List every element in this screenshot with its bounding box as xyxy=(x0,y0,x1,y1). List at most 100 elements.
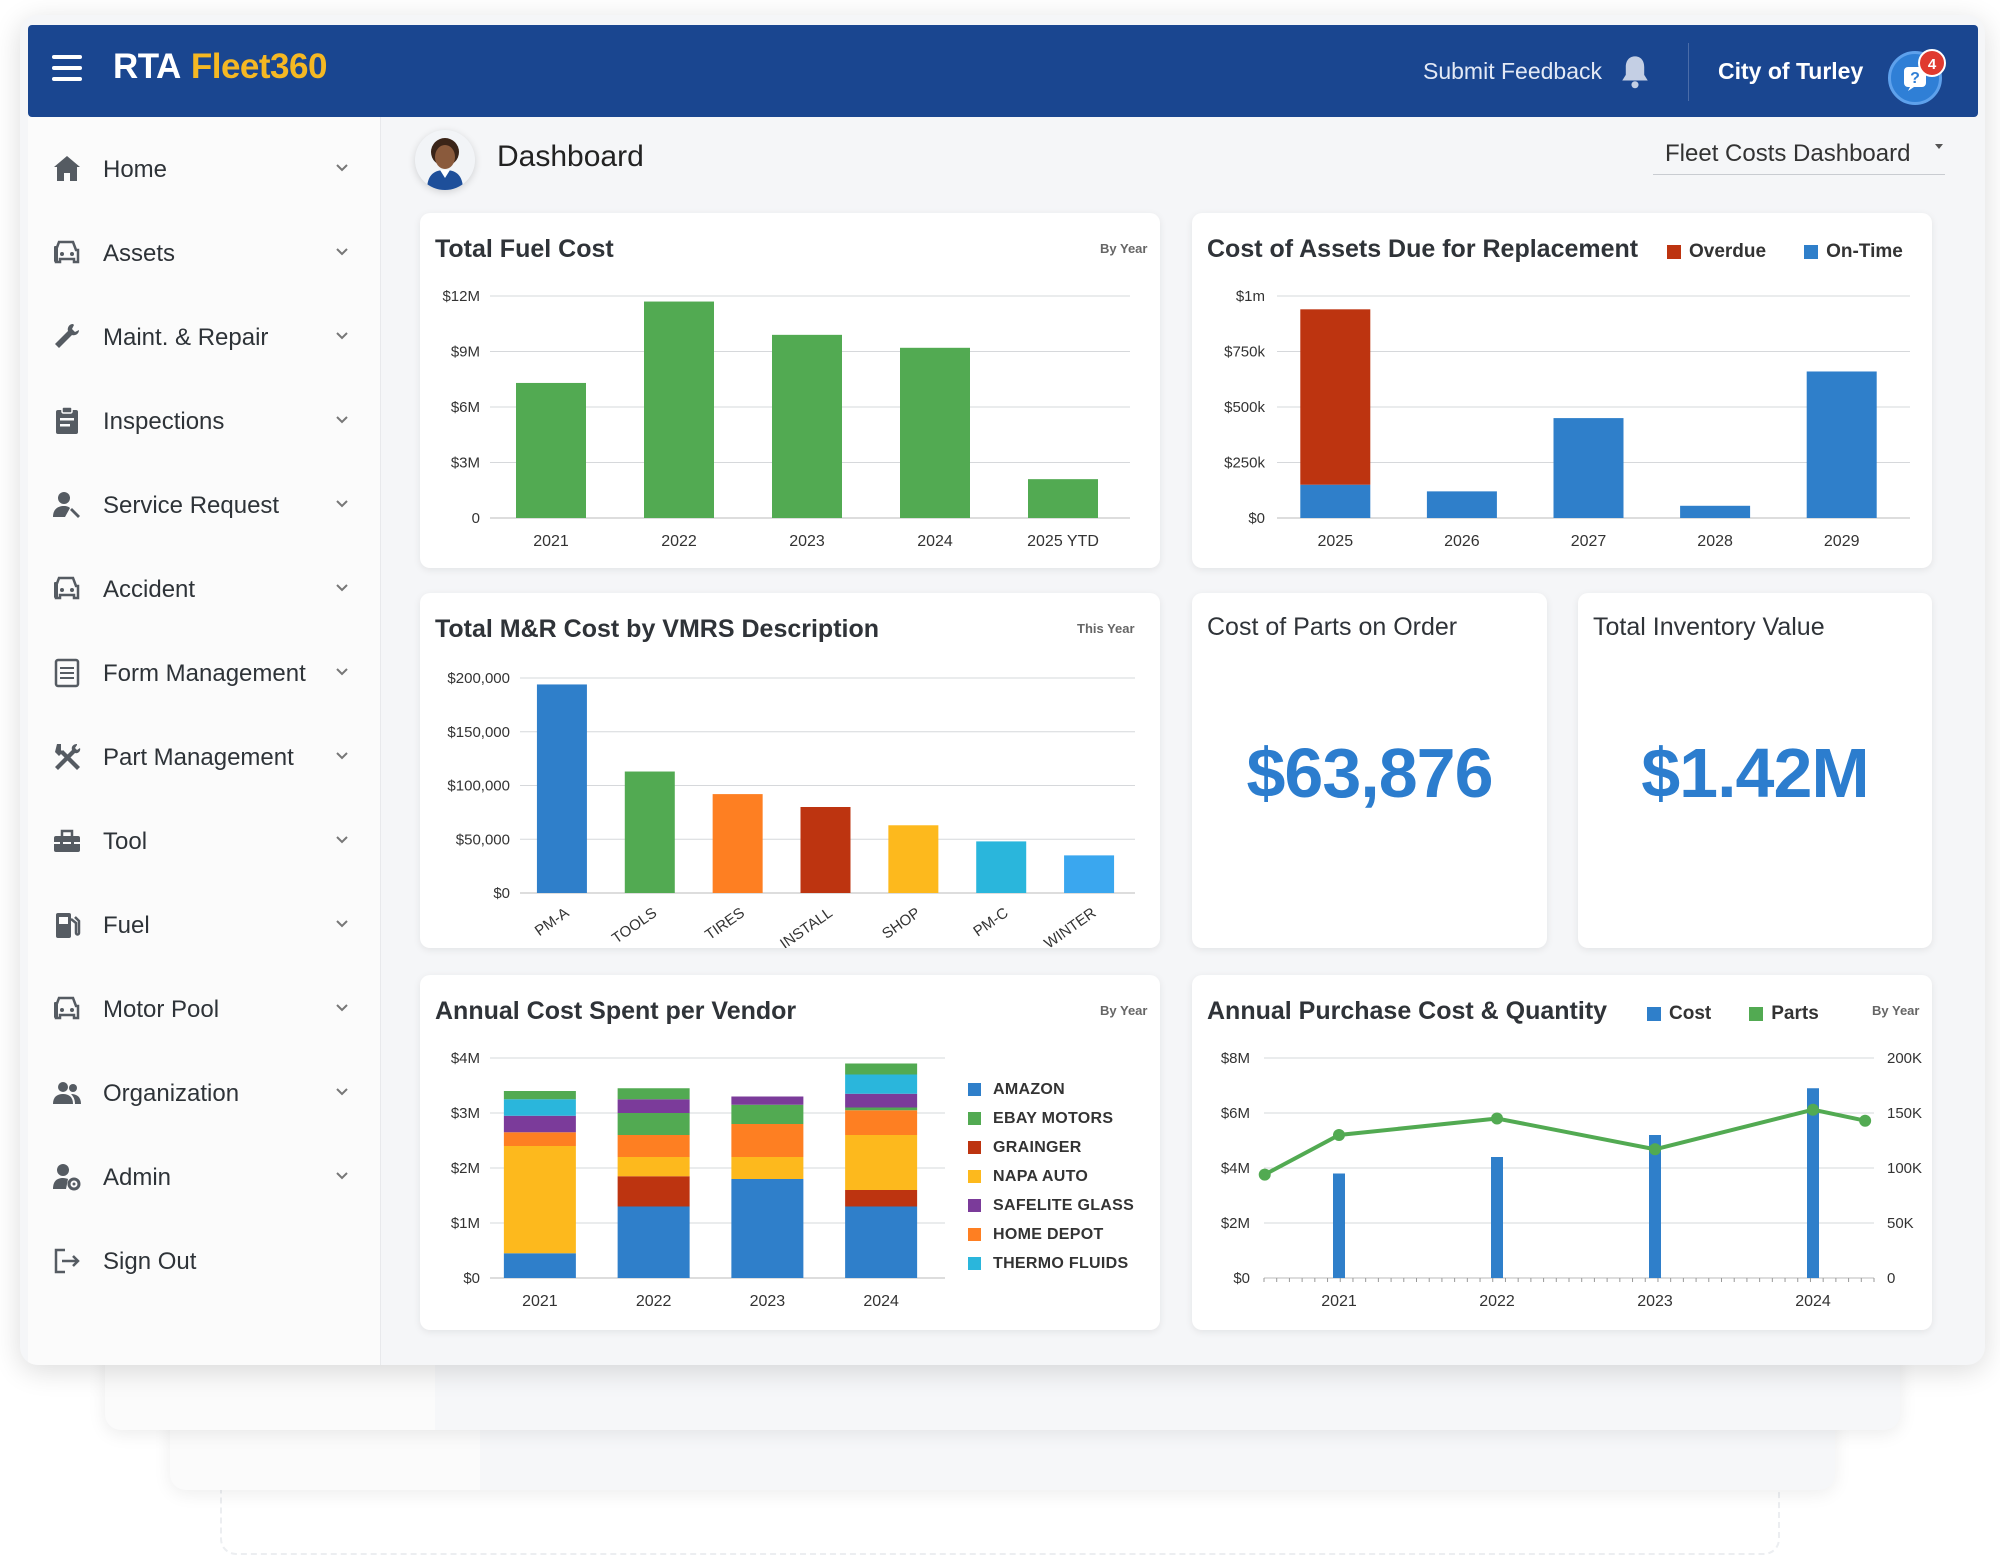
y-tick-label: $2M xyxy=(451,1160,480,1177)
bar-shop xyxy=(888,825,939,893)
card-title: Cost of Assets Due for Replacement xyxy=(1207,235,1639,263)
chevron-down-icon[interactable] xyxy=(333,747,351,765)
sidebar-item-label: Tool xyxy=(103,828,148,855)
menu-icon[interactable] xyxy=(52,55,82,81)
legend-label: EBAY MOTORS xyxy=(993,1109,1114,1127)
bar-segment-amazon-2023 xyxy=(731,1179,804,1278)
sidebar-item-form-management[interactable]: Form Management xyxy=(28,641,381,705)
bar-cost-2024 xyxy=(1807,1088,1819,1278)
y-tick-label: $1m xyxy=(1236,288,1265,305)
chevron-down-icon[interactable] xyxy=(333,663,351,681)
sidebar-item-label: Admin xyxy=(103,1164,172,1191)
dashboard-select-value: Fleet Costs Dashboard xyxy=(1665,140,1911,167)
sidebar-item-fuel[interactable]: Fuel xyxy=(28,893,381,957)
x-tick-label: 2022 xyxy=(661,533,697,550)
bar-on-time-2026 xyxy=(1426,491,1497,518)
kpi-value: $63,876 xyxy=(1246,734,1493,812)
fuel-cost-chart: 0 $3M $6M $9M $12M 2021 2022 2023 2024 2025 YTD xyxy=(442,288,1130,550)
vendor-cost-chart: $0 $1M $2M $3M $4M 2021 2022 2023 2024 xyxy=(451,1050,945,1310)
bar-segment-home-depot-2021 xyxy=(503,1132,576,1146)
sidebar-item-service-request[interactable]: Service Request xyxy=(28,473,381,537)
x-tick-label: 2023 xyxy=(1637,1293,1673,1310)
sidebar-item-inspections[interactable]: Inspections xyxy=(28,389,381,453)
bar-winter xyxy=(1064,855,1115,893)
sidebar-item-label: Accident xyxy=(103,576,196,603)
y-tick-label: $3M xyxy=(451,1105,480,1122)
sidebar-item-tool[interactable]: Tool xyxy=(28,809,381,873)
chevron-down-icon[interactable] xyxy=(333,915,351,933)
legend-swatch-overdue xyxy=(1667,245,1681,259)
sidebar-item-admin[interactable]: Admin xyxy=(28,1145,381,1209)
chevron-down-icon[interactable] xyxy=(333,999,351,1017)
wrench-icon xyxy=(55,324,79,348)
sidebar-item-sign-out[interactable]: Sign Out xyxy=(28,1229,381,1293)
card-inventory-value[interactable]: Total Inventory Value $1.42M xyxy=(1578,593,1932,948)
group-icon xyxy=(53,1082,81,1104)
x-tick-label: 2025 YTD xyxy=(1027,533,1099,550)
bar-pm-c xyxy=(976,841,1027,893)
chevron-down-icon[interactable] xyxy=(333,1083,351,1101)
sidebar-item-label: Service Request xyxy=(103,492,280,519)
x-tick-label: INSTALL xyxy=(777,904,836,948)
card-vendor-cost: Annual Cost Spent per Vendor By Year $0 $… xyxy=(420,975,1160,1330)
bar-segment-home-depot-2023 xyxy=(731,1124,804,1157)
y-tick-label: $2M xyxy=(1221,1215,1250,1232)
bar-pm-a xyxy=(536,684,587,893)
x-tick-label: 2024 xyxy=(917,533,953,550)
card-parts-on-order[interactable]: Cost of Parts on Order $63,876 xyxy=(1192,593,1547,948)
sidebar-item-home[interactable]: Home xyxy=(28,137,381,201)
y-tick-label: $500k xyxy=(1224,399,1265,416)
sidebar-item-label: Form Management xyxy=(103,660,306,687)
y2-tick-label: 200K xyxy=(1887,1050,1922,1067)
chevron-down-icon[interactable] xyxy=(333,243,351,261)
chevron-down-icon[interactable] xyxy=(333,1167,351,1185)
legend-label-on-time: On-Time xyxy=(1826,241,1903,262)
y-tick-label: $6M xyxy=(1221,1105,1250,1122)
sign-out-icon xyxy=(54,1248,80,1274)
sidebar-item-label: Assets xyxy=(103,240,176,267)
sidebar: Home Assets Maint. & Repair Inspections Serv… xyxy=(28,117,381,1365)
sidebar-item-accident[interactable]: Accident xyxy=(28,557,381,621)
organization-name[interactable]: City of Turley xyxy=(1718,58,1864,84)
bar-on-time-2025 xyxy=(1300,484,1371,518)
chevron-down-icon[interactable] xyxy=(333,159,351,177)
toolbox-icon xyxy=(54,829,80,852)
x-tick-label: WINTER xyxy=(1041,904,1099,948)
divider xyxy=(1688,43,1689,101)
bar-2024 xyxy=(900,347,970,518)
sidebar-item-maint-repair[interactable]: Maint. & Repair xyxy=(28,305,381,369)
bar-segment-ebay-motors-2024 xyxy=(845,1107,918,1111)
sidebar-item-motor-pool[interactable]: Motor Pool xyxy=(28,977,381,1041)
bell-icon[interactable] xyxy=(1618,53,1652,91)
x-tick-label: TOOLS xyxy=(609,904,660,947)
sidebar-item-part-management[interactable]: Part Management xyxy=(28,725,381,789)
card-title: Total M&R Cost by VMRS Description xyxy=(435,615,880,643)
legend-swatch xyxy=(968,1257,981,1270)
legend-label: GRAINGER xyxy=(993,1138,1082,1156)
sidebar-item-assets[interactable]: Assets xyxy=(28,221,381,285)
x-tick-label: PM-A xyxy=(532,904,572,939)
y-tick-label: $0 xyxy=(463,1270,480,1287)
legend-label: THERMO FLUIDS xyxy=(993,1254,1129,1272)
chevron-down-icon[interactable] xyxy=(333,327,351,345)
brand-logo[interactable]: RTA Fleet360 xyxy=(113,47,327,87)
submit-feedback-link[interactable]: Submit Feedback xyxy=(1423,58,1602,84)
bar-segment-amazon-2022 xyxy=(617,1206,690,1278)
x-tick-label: 2024 xyxy=(1795,1293,1831,1310)
card-title: Total Fuel Cost xyxy=(435,235,614,263)
chevron-down-icon[interactable] xyxy=(333,831,351,849)
card-period: By Year xyxy=(1100,241,1148,256)
chevron-down-icon[interactable] xyxy=(333,495,351,513)
y-tick-label: $750k xyxy=(1224,344,1265,361)
sidebar-item-organization[interactable]: Organization xyxy=(28,1061,381,1125)
chevron-down-icon[interactable] xyxy=(333,411,351,429)
y2-tick-label: 50K xyxy=(1887,1215,1914,1232)
chevron-down-icon[interactable] xyxy=(333,579,351,597)
avatar[interactable] xyxy=(415,130,475,190)
bar-segment-home-depot-2022 xyxy=(617,1135,690,1157)
mr-cost-chart: $0 $50,000 $100,000 $150,000 $200,000 PM-A TOO… xyxy=(447,670,1135,948)
y-tick-label: $4M xyxy=(451,1050,480,1067)
fuel-icon xyxy=(56,913,81,938)
x-tick-label: PM-C xyxy=(970,904,1011,940)
dashboard-select[interactable]: Fleet Costs Dashboard xyxy=(1653,130,1945,175)
